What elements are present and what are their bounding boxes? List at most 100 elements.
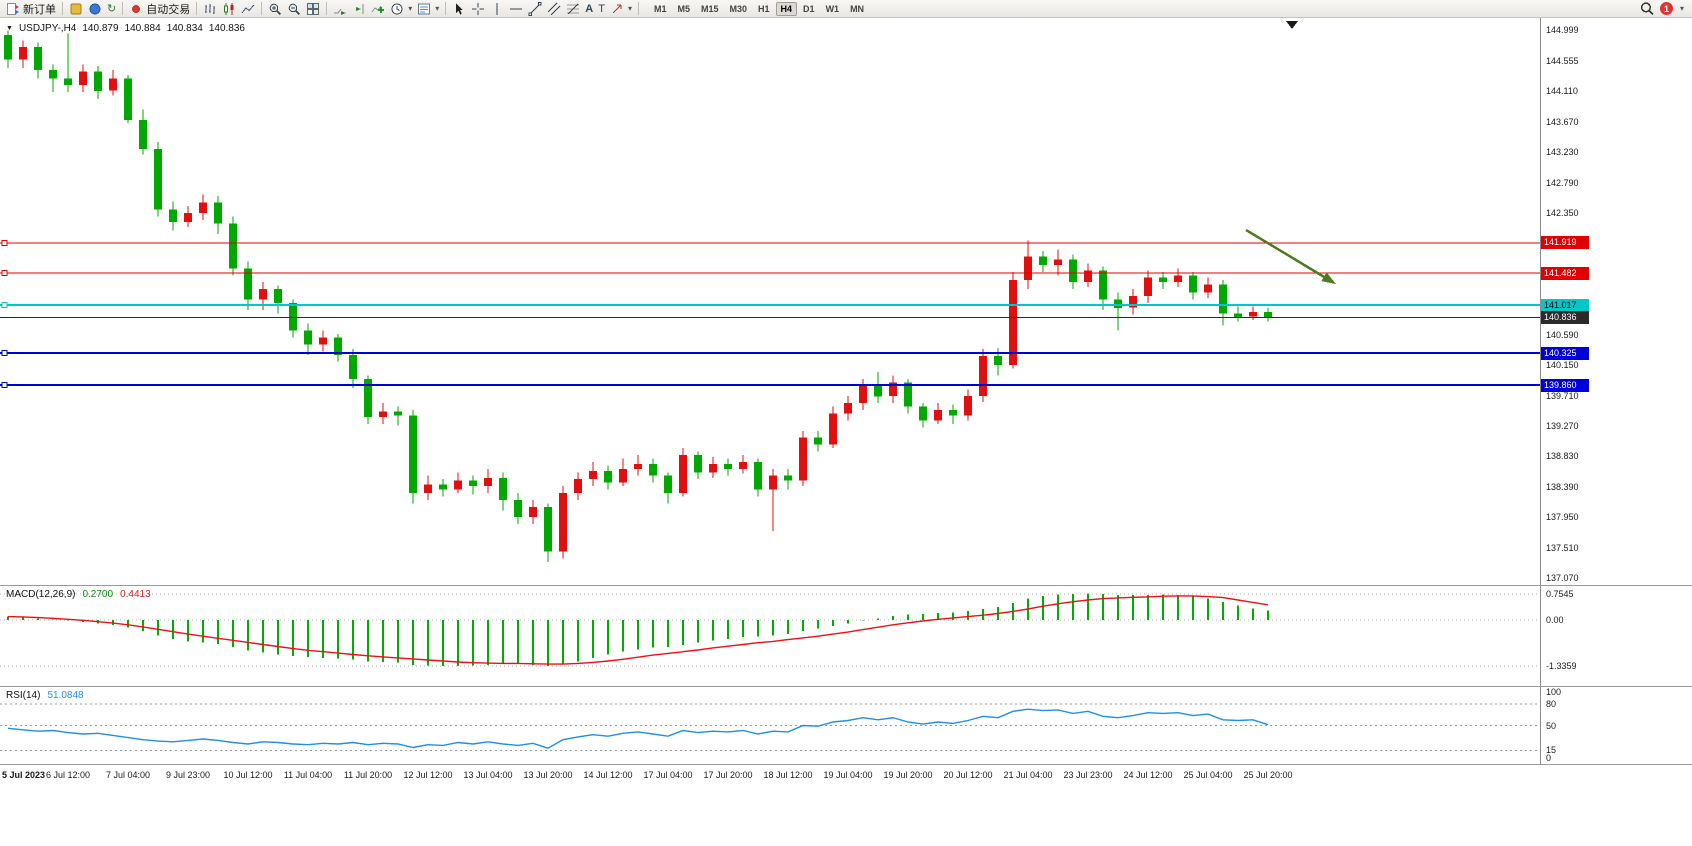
- tile-windows-button[interactable]: [304, 1, 322, 17]
- chart-symbol-period: USDJPY-,H4: [18, 23, 77, 34]
- crosshair-button[interactable]: [469, 1, 487, 17]
- cursor-button[interactable]: [450, 1, 468, 17]
- time-axis-label: 5 Jul 2023: [2, 770, 46, 780]
- arrows-tool-button[interactable]: ▾: [608, 1, 634, 17]
- time-axis-label: 12 Jul 12:00: [403, 770, 453, 780]
- mql5-icon: [89, 3, 101, 14]
- trend-arrow-annotation[interactable]: [1245, 228, 1329, 280]
- toolbar-separator: [122, 2, 124, 15]
- candlestick-icon: [224, 2, 234, 15]
- mql5-button[interactable]: [86, 1, 104, 17]
- rsi-panel[interactable]: RSI(14) 51.0848: [0, 687, 1540, 764]
- ohlc-open: 140.879: [82, 23, 119, 34]
- chevron-down-icon: ▾: [435, 4, 440, 13]
- price-scale-label: 137.070: [1546, 573, 1579, 583]
- new-order-button[interactable]: 新订单: [4, 1, 58, 17]
- time-axis-label: 23 Jul 23:00: [1063, 770, 1113, 780]
- line-chart-icon: [241, 4, 255, 13]
- time-axis-label: 19 Jul 04:00: [823, 770, 873, 780]
- toolbar-separator: [261, 2, 263, 15]
- chart-marker-icon: ▼: [6, 25, 13, 32]
- time-axis-label: 7 Jul 04:00: [105, 770, 151, 780]
- rsi-scale-label: 0: [1546, 753, 1552, 763]
- price-line-tag[interactable]: 139.860: [1541, 379, 1589, 392]
- candlestick-chart-button[interactable]: [220, 1, 238, 17]
- trendline-button[interactable]: [526, 1, 544, 17]
- timeframe-button-M30[interactable]: M30: [729, 3, 748, 14]
- metaeditor-icon: [70, 3, 82, 14]
- rsi-indicator[interactable]: [0, 687, 1540, 764]
- fibonacci-button[interactable]: [564, 1, 582, 17]
- price-scale[interactable]: 144.999 144.555 144.110 143.670 143.230 142.7…: [1540, 18, 1692, 585]
- macd-scale-label: -1.3359: [1546, 661, 1577, 671]
- timeframe-button-W1[interactable]: W1: [825, 3, 840, 14]
- price-scale-label: 138.390: [1546, 482, 1579, 492]
- time-axis-label: 25 Jul 20:00: [1243, 770, 1293, 780]
- candlestick-chart[interactable]: [0, 18, 1540, 585]
- vertical-line-icon: [496, 2, 498, 15]
- chevron-down-icon: ▾: [627, 4, 632, 13]
- timeframe-button-D1[interactable]: D1: [803, 3, 815, 14]
- price-line-tag[interactable]: 141.919: [1541, 236, 1589, 249]
- time-axis-label: 9 Jul 23:00: [165, 770, 211, 780]
- timeframe-button-M5[interactable]: M5: [677, 3, 690, 14]
- timeframe-button-MN[interactable]: MN: [850, 3, 865, 14]
- indicators-icon: [371, 5, 385, 13]
- metaeditor-button[interactable]: [67, 1, 85, 17]
- clock-icon: [391, 3, 403, 14]
- timeframe-button-H4[interactable]: H4: [775, 1, 798, 16]
- timeframe-button-H1[interactable]: H1: [758, 3, 770, 14]
- price-scale-label: 138.830: [1546, 451, 1579, 461]
- crosshair-icon: [472, 2, 485, 15]
- text-icon: A: [585, 2, 594, 15]
- zoom-out-button[interactable]: [285, 1, 303, 17]
- periods-button[interactable]: ▾: [388, 1, 414, 17]
- auto-scroll-button[interactable]: [331, 1, 349, 17]
- rsi-value: 51.0848: [47, 690, 84, 701]
- macd-panel[interactable]: MACD(12,26,9) 0.2700 0.4413: [0, 586, 1540, 686]
- macd-name: MACD(12,26,9): [6, 589, 76, 600]
- zoom-in-button[interactable]: [266, 1, 284, 17]
- refresh-button[interactable]: ↻: [105, 1, 118, 17]
- time-axis-label: 17 Jul 20:00: [703, 770, 753, 780]
- rsi-scale[interactable]: 100 80 50 15 0: [1540, 687, 1692, 764]
- timeframe-button-M1[interactable]: M1: [653, 3, 667, 14]
- notification-badge[interactable]: 1: [1659, 2, 1673, 15]
- price-scale-label: 139.270: [1546, 421, 1579, 431]
- auto-trading-button[interactable]: 自动交易: [127, 1, 192, 17]
- trendline-icon: [528, 1, 542, 16]
- macd-indicator[interactable]: [0, 586, 1540, 686]
- templates-button[interactable]: ▾: [415, 1, 441, 17]
- timeframe-button-M15[interactable]: M15: [700, 3, 719, 14]
- time-axis-label: 10 Jul 12:00: [223, 770, 273, 780]
- refresh-icon: ↻: [107, 2, 117, 15]
- vertical-line-button[interactable]: [488, 1, 506, 17]
- indicators-button[interactable]: [369, 1, 387, 17]
- macd-scale[interactable]: 0.7545 0.00 -1.3359: [1540, 586, 1692, 686]
- horizontal-line-button[interactable]: [507, 1, 525, 17]
- text-tool-button[interactable]: A: [583, 1, 595, 17]
- horizontal-line-icon: [510, 8, 523, 9]
- toolbar-separator: [196, 2, 198, 15]
- channel-button[interactable]: [545, 1, 563, 17]
- price-line-tag[interactable]: 140.325: [1541, 347, 1589, 360]
- price-scale-label: 137.950: [1546, 512, 1579, 522]
- price-line-tag[interactable]: 140.836: [1541, 311, 1589, 324]
- macd-main-value: 0.2700: [82, 589, 114, 600]
- new-order-icon: [7, 2, 19, 15]
- bar-chart-button[interactable]: [201, 1, 219, 17]
- chart-shift-button[interactable]: [350, 1, 368, 17]
- text-label-button[interactable]: T: [596, 1, 607, 17]
- cursor-icon: [456, 3, 464, 15]
- line-chart-button[interactable]: [239, 1, 257, 17]
- rsi-scale-label: 50: [1546, 721, 1557, 731]
- chevron-down-icon[interactable]: ▾: [1679, 4, 1684, 13]
- price-scale-label: 143.670: [1546, 117, 1579, 127]
- auto-scroll-icon: [334, 8, 347, 15]
- price-scale-label: 137.510: [1546, 543, 1579, 553]
- main-chart-area[interactable]: ▼ USDJPY-,H4 140.879 140.884 140.834 140…: [0, 18, 1540, 585]
- search-icon[interactable]: [1639, 1, 1654, 16]
- time-axis[interactable]: 5 Jul 2023 6 Jul 12:00 7 Jul 04:00 9 Jul 23…: [0, 764, 1692, 787]
- price-line-tag[interactable]: 141.017: [1541, 299, 1589, 312]
- price-line-tag[interactable]: 141.482: [1541, 267, 1589, 280]
